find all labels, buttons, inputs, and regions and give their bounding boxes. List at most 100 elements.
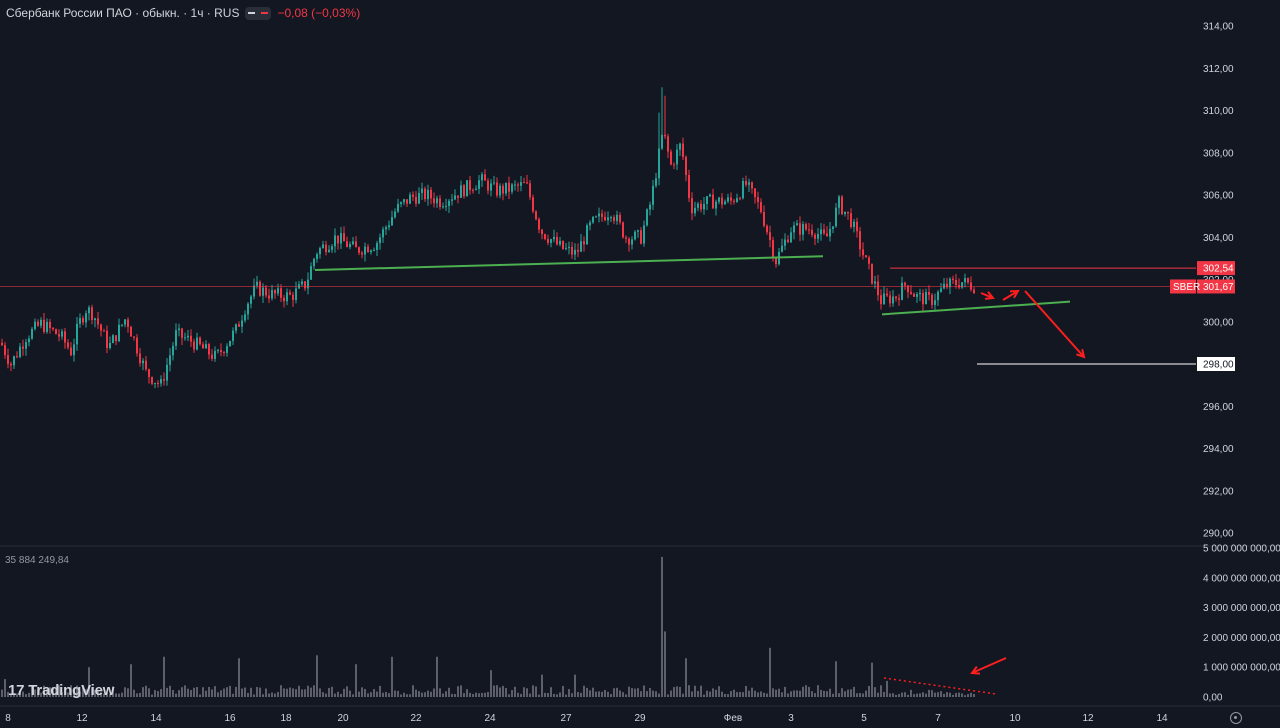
current-price-label-bg [1197, 279, 1235, 294]
candle-body [124, 319, 126, 325]
candle-body [469, 180, 471, 191]
candle-body [820, 229, 822, 235]
candle-body [580, 241, 582, 252]
volume-bar [181, 687, 183, 697]
volume-tick-label: 5 000 000 000,00 [1203, 544, 1280, 555]
candle-body [232, 330, 234, 341]
settings-icon[interactable] [1230, 712, 1242, 724]
candle-body [610, 217, 612, 219]
volume-bar [277, 692, 279, 697]
volume-bar [133, 689, 135, 697]
price-tick-label: 290,00 [1203, 529, 1234, 540]
candle-body [256, 281, 258, 286]
candle-body [574, 250, 576, 255]
candle-body [277, 288, 279, 294]
volume-bar [871, 662, 873, 697]
candle-body [925, 292, 927, 305]
candle-body [802, 224, 804, 235]
volume-bar [802, 686, 804, 697]
volume-bar [499, 687, 501, 697]
volume-bar [868, 685, 870, 697]
time-tick-label: 3 [788, 713, 794, 724]
volume-bar [973, 693, 975, 697]
volume-bar [613, 688, 615, 697]
volume-bar [367, 693, 369, 697]
volume-bar [601, 691, 603, 697]
volume-bar [937, 692, 939, 697]
volume-bar [136, 693, 138, 697]
volume-bar [37, 689, 39, 697]
volume-bar [496, 685, 498, 697]
candle-body [679, 143, 681, 150]
volume-bar [544, 692, 546, 697]
candle-body [310, 266, 312, 280]
volume-bar [553, 694, 555, 697]
tradingview-logo[interactable]: 17 TradingView [8, 682, 114, 699]
candle-body [664, 134, 666, 137]
volume-bar [793, 690, 795, 697]
candle-body [145, 360, 147, 370]
volume-bar [19, 692, 21, 697]
candle-body [781, 245, 783, 252]
volume-bar [226, 687, 228, 697]
volume-bar [838, 693, 840, 697]
candle-body [808, 229, 810, 231]
volume-bar [685, 658, 687, 697]
volume-tick-label: 3 000 000 000,00 [1203, 603, 1280, 614]
candle-body [304, 281, 306, 289]
candle-body [97, 318, 99, 325]
volume-bar [757, 692, 759, 697]
volume-bar [409, 694, 411, 697]
candle-body [448, 200, 450, 207]
volume-bar [781, 692, 783, 697]
candle-body [55, 329, 57, 335]
volume-bar [718, 686, 720, 697]
candle-body [700, 203, 702, 210]
volume-bar [628, 686, 630, 697]
candle-body [601, 213, 603, 217]
candle-body [241, 320, 243, 327]
volume-bar [850, 689, 852, 697]
candle-body [829, 228, 831, 237]
candle-body [880, 295, 882, 305]
volume-bar [172, 689, 174, 697]
symbol-title[interactable]: Сбербанк России ПАО · обыкн. · 1ч · RUS [6, 6, 240, 20]
candle-body [877, 281, 879, 296]
candle-body [841, 196, 843, 215]
visibility-toggle[interactable] [245, 6, 272, 20]
volume-bar [763, 692, 765, 697]
volume-bar [205, 690, 207, 697]
candle-body [796, 223, 798, 226]
time-tick-label: 18 [280, 713, 292, 724]
volume-bar [49, 687, 51, 697]
candle-body [799, 223, 801, 235]
volume-bar [28, 692, 30, 697]
target-price-label-bg [1197, 357, 1235, 371]
candle-body [505, 182, 507, 194]
volume-bar [538, 694, 540, 697]
candle-body [265, 287, 267, 296]
candle-body [607, 217, 609, 221]
volume-bar [238, 658, 240, 697]
volume-bar [424, 692, 426, 697]
volume-bar [355, 664, 357, 697]
price-tick-label: 292,00 [1203, 486, 1234, 497]
volume-bar [952, 694, 954, 697]
volume-bar [832, 693, 834, 697]
candle-body [430, 189, 432, 199]
candle-body [31, 328, 33, 339]
candle-body [82, 318, 84, 323]
candle-body [382, 229, 384, 238]
volume-bar [919, 693, 921, 697]
forecast-arrow-2 [1002, 290, 1019, 301]
candle-body [184, 337, 186, 339]
volume-bar [466, 689, 468, 697]
candle-body [787, 239, 789, 243]
volume-bar [469, 692, 471, 697]
candle-body [817, 234, 819, 239]
candle-body [190, 335, 192, 342]
volume-bar [475, 692, 477, 697]
candle-body [412, 194, 414, 197]
volume-bar [388, 693, 390, 697]
